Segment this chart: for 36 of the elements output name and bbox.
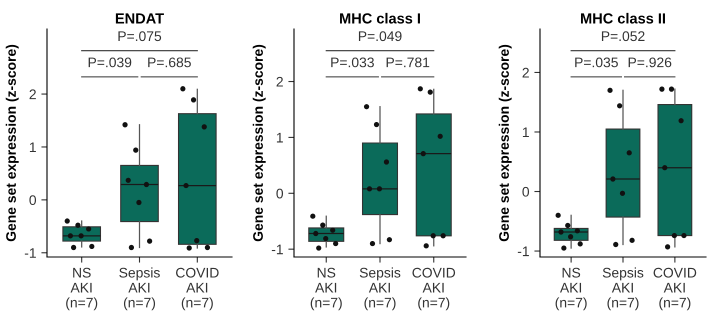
- annotation: P=.035: [575, 57, 618, 68]
- y-tick-label: -1: [24, 248, 36, 258]
- y-tick-label: -1: [272, 244, 283, 254]
- x-tick-label: COVID AKI (n=7): [654, 268, 696, 310]
- x-tick-label: NS AKI (n=7): [556, 268, 587, 310]
- annotation: P=.781: [386, 57, 430, 68]
- annotation: P=.049: [358, 31, 402, 42]
- y-tick-label: 0: [276, 188, 284, 198]
- annotation: P=.926: [628, 57, 672, 68]
- y-tick-label: 0: [522, 186, 530, 197]
- chart-title: MHC class I: [340, 12, 420, 24]
- x-tick-label: Sepsis AKI (n=7): [119, 267, 160, 310]
- y-axis-title: Gene set expression (z-score): [252, 44, 266, 242]
- chart-title: MHC class II: [581, 12, 665, 24]
- y-tick-label: 1: [522, 127, 529, 138]
- x-tick-label: COVID AKI (n=7): [176, 268, 219, 310]
- x-tick-label: NS AKI (n=7): [310, 268, 342, 310]
- y-tick-label: -1: [518, 246, 529, 256]
- annotation: P=.039: [88, 57, 132, 68]
- annotation: P=.052: [602, 31, 645, 42]
- y-tick-label: 2: [276, 76, 283, 87]
- x-tick-label: NS AKI (n=7): [66, 268, 98, 310]
- x-tick-label: Sepsis AKI (n=7): [360, 267, 400, 310]
- annotation: P=.033: [331, 57, 374, 68]
- y-tick-label: 2: [30, 89, 36, 100]
- x-tick-label: Sepsis AKI (n=7): [602, 267, 644, 310]
- y-tick-label: 0: [29, 195, 36, 206]
- chart-title: ENDAT: [116, 13, 164, 24]
- y-tick-label: 2: [522, 68, 529, 78]
- x-tick-label: COVID AKI (n=7): [412, 268, 456, 310]
- y-axis-title: Gene set expression (z-score): [498, 44, 512, 242]
- y-tick-label: 1: [276, 132, 283, 142]
- y-axis-title: Gene set expression (z-score): [6, 44, 19, 242]
- annotation: P=.075: [118, 31, 162, 42]
- annotation: P=.685: [148, 57, 191, 68]
- y-tick-label: 1: [30, 142, 36, 152]
